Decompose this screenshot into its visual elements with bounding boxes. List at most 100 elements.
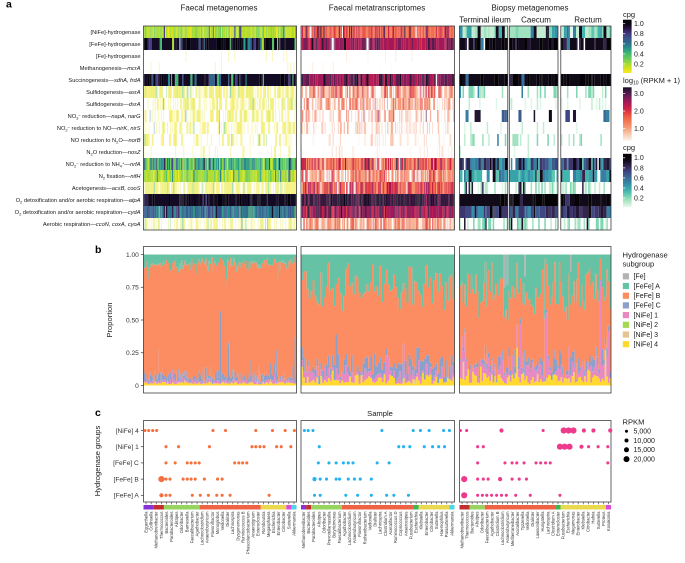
svg-text:Coprococcus: Coprococcus [398,512,403,536]
svg-text:NO2− reduction to NH4+—nrfA: NO2− reduction to NH4+—nrfA [66,160,141,168]
svg-text:Butyricimonas: Butyricimonas [332,512,337,538]
svg-text:Sutterella: Sutterella [596,511,601,529]
svg-text:Ruminococcus D: Ruminococcus D [393,512,398,544]
svg-text:Lachnoclostridium: Lachnoclostridium [500,511,505,545]
svg-text:3.0: 3.0 [634,91,644,98]
svg-text:Biopsy metagenomes: Biopsy metagenomes [492,4,569,13]
svg-text:Faecal metatranscriptomes: Faecal metatranscriptomes [329,4,425,13]
svg-text:RPKM: RPKM [623,418,645,427]
svg-text:Parasutterella: Parasutterella [444,511,449,538]
svg-text:1.0: 1.0 [634,21,644,28]
svg-text:Anaerobutyricum: Anaerobutyricum [505,511,510,543]
svg-text:[FeFe] A: [FeFe] A [114,493,140,500]
svg-text:Tyzzerella: Tyzzerella [520,511,525,531]
svg-text:Monoglobus: Monoglobus [215,512,220,535]
svg-text:b: b [95,244,101,256]
svg-text:Flavonifractor: Flavonifractor [357,511,362,537]
svg-text:Dysgonomonas: Dysgonomonas [235,512,240,541]
svg-text:Alistipes: Alistipes [475,512,480,528]
svg-text:Kosakonia: Kosakonia [606,511,611,531]
svg-text:Klebsiella: Klebsiella [581,511,586,530]
svg-text:Veillonella: Veillonella [367,511,372,531]
svg-text:Citrobacter: Citrobacter [586,511,591,532]
svg-text:Fusobacterium: Fusobacterium [560,511,565,539]
svg-text:[NiFe] 4: [NiFe] 4 [634,342,659,349]
svg-text:Acutalibacter: Acutalibacter [515,511,520,536]
svg-text:1.0: 1.0 [634,155,644,162]
svg-text:Collinsella: Collinsella [149,511,154,531]
svg-text:1.00: 1.00 [126,252,139,259]
svg-text:0.6: 0.6 [634,41,644,48]
svg-text:Veillonella: Veillonella [525,511,530,531]
svg-text:O2 detoxification and/or aerob: O2 detoxification and/or aerobic respira… [15,210,141,216]
svg-text:5,000: 5,000 [634,429,652,436]
svg-text:Escherichia: Escherichia [414,511,419,533]
svg-text:Methanobrevibacter: Methanobrevibacter [459,511,464,549]
svg-text:Sample: Sample [367,409,393,418]
svg-text:[FeFe] A: [FeFe] A [634,283,661,290]
svg-text:Sulfidogenesis—asrA: Sulfidogenesis—asrA [86,90,141,96]
svg-text:Megamonas: Megamonas [571,512,576,535]
svg-text:0.75: 0.75 [126,285,139,292]
svg-text:[NiFe] 1: [NiFe] 1 [634,312,659,319]
svg-text:[NiFe] 1: [NiFe] 1 [116,444,139,451]
svg-text:Bacteroides: Bacteroides [470,512,475,534]
svg-text:Hydrogenase groups: Hydrogenase groups [93,426,102,497]
svg-text:Odoribacter: Odoribacter [179,511,184,533]
svg-text:Citrobacter: Citrobacter [429,511,434,532]
svg-text:Akkermansia: Akkermansia [291,511,296,536]
svg-text:Phascolarctobacterium: Phascolarctobacterium [245,511,250,554]
svg-text:0: 0 [135,383,139,390]
svg-text:Dialister: Dialister [225,511,230,527]
svg-text:0.8: 0.8 [634,31,644,38]
svg-text:Parabacteroides: Parabacteroides [311,512,316,543]
svg-text:Sulfidogenesis—dsrA: Sulfidogenesis—dsrA [86,102,141,108]
svg-text:Citrobacter: Citrobacter [281,511,286,532]
svg-text:Barnesiella: Barnesiella [184,511,189,532]
svg-text:Alistipes: Alistipes [316,512,321,528]
svg-text:Mediterraneibacter: Mediterraneibacter [510,511,515,547]
svg-text:Methanobrevibacter: Methanobrevibacter [154,511,159,549]
svg-text:0.8: 0.8 [634,165,644,172]
svg-text:0.50: 0.50 [126,317,139,324]
svg-text:Odoribacter: Odoribacter [321,511,326,533]
svg-text:[FeFe]-hydrogenase: [FeFe]-hydrogenase [89,42,140,48]
svg-text:Flavonifractor: Flavonifractor [210,511,215,537]
svg-text:Hydrogenase: Hydrogenase [623,251,668,260]
svg-text:Clostridium B: Clostridium B [495,511,500,536]
svg-text:Sutterella: Sutterella [286,511,291,529]
svg-text:2.0: 2.0 [634,108,644,115]
svg-text:Prevotellamassilia: Prevotellamassilia [327,511,332,545]
svg-text:0.6: 0.6 [634,175,644,182]
svg-text:0.4: 0.4 [634,185,644,192]
svg-text:Succinogenesis—sdhA, frdA: Succinogenesis—sdhA, frdA [68,78,140,84]
svg-text:Parabacteroides: Parabacteroides [169,512,174,543]
svg-text:Fusobacterium: Fusobacterium [408,511,413,539]
svg-text:Lachnospira: Lachnospira [230,511,235,534]
svg-text:Anaerostipes: Anaerostipes [403,512,408,536]
svg-text:Dialister: Dialister [530,511,535,527]
svg-text:Odoribacter: Odoribacter [480,511,485,533]
svg-text:Dialister: Dialister [373,511,378,527]
svg-text:Faecalibacterium: Faecalibacterium [485,511,490,543]
svg-text:Bacteroides: Bacteroides [164,512,169,534]
svg-text:[FeFe] C: [FeFe] C [634,303,661,310]
svg-text:Eggerthella: Eggerthella [143,511,148,533]
svg-text:Akkermansia: Akkermansia [449,511,454,536]
svg-text:Enterobacter: Enterobacter [576,511,581,536]
svg-text:Ruthenibacterium: Ruthenibacterium [362,511,367,544]
svg-text:cpg: cpg [623,10,635,19]
svg-text:Methanobrevibacter: Methanobrevibacter [301,511,306,549]
svg-text:Anaerotignum: Anaerotignum [251,511,256,538]
svg-text:Acetatifactor: Acetatifactor [388,511,393,535]
svg-text:Escherichia: Escherichia [565,511,570,533]
svg-text:Lachnoclostridium: Lachnoclostridium [347,511,352,545]
svg-text:Hungatella: Hungatella [540,511,545,532]
svg-text:Enterocloster: Enterocloster [256,511,261,536]
svg-text:Thermococcus: Thermococcus [159,512,164,539]
svg-text:Lawsonibacter: Lawsonibacter [535,511,540,539]
svg-text:a: a [6,0,12,11]
svg-text:Agathobacter: Agathobacter [342,511,347,537]
svg-text:Clostridium A: Clostridium A [550,511,555,536]
svg-text:[FeFe] B: [FeFe] B [114,476,140,483]
